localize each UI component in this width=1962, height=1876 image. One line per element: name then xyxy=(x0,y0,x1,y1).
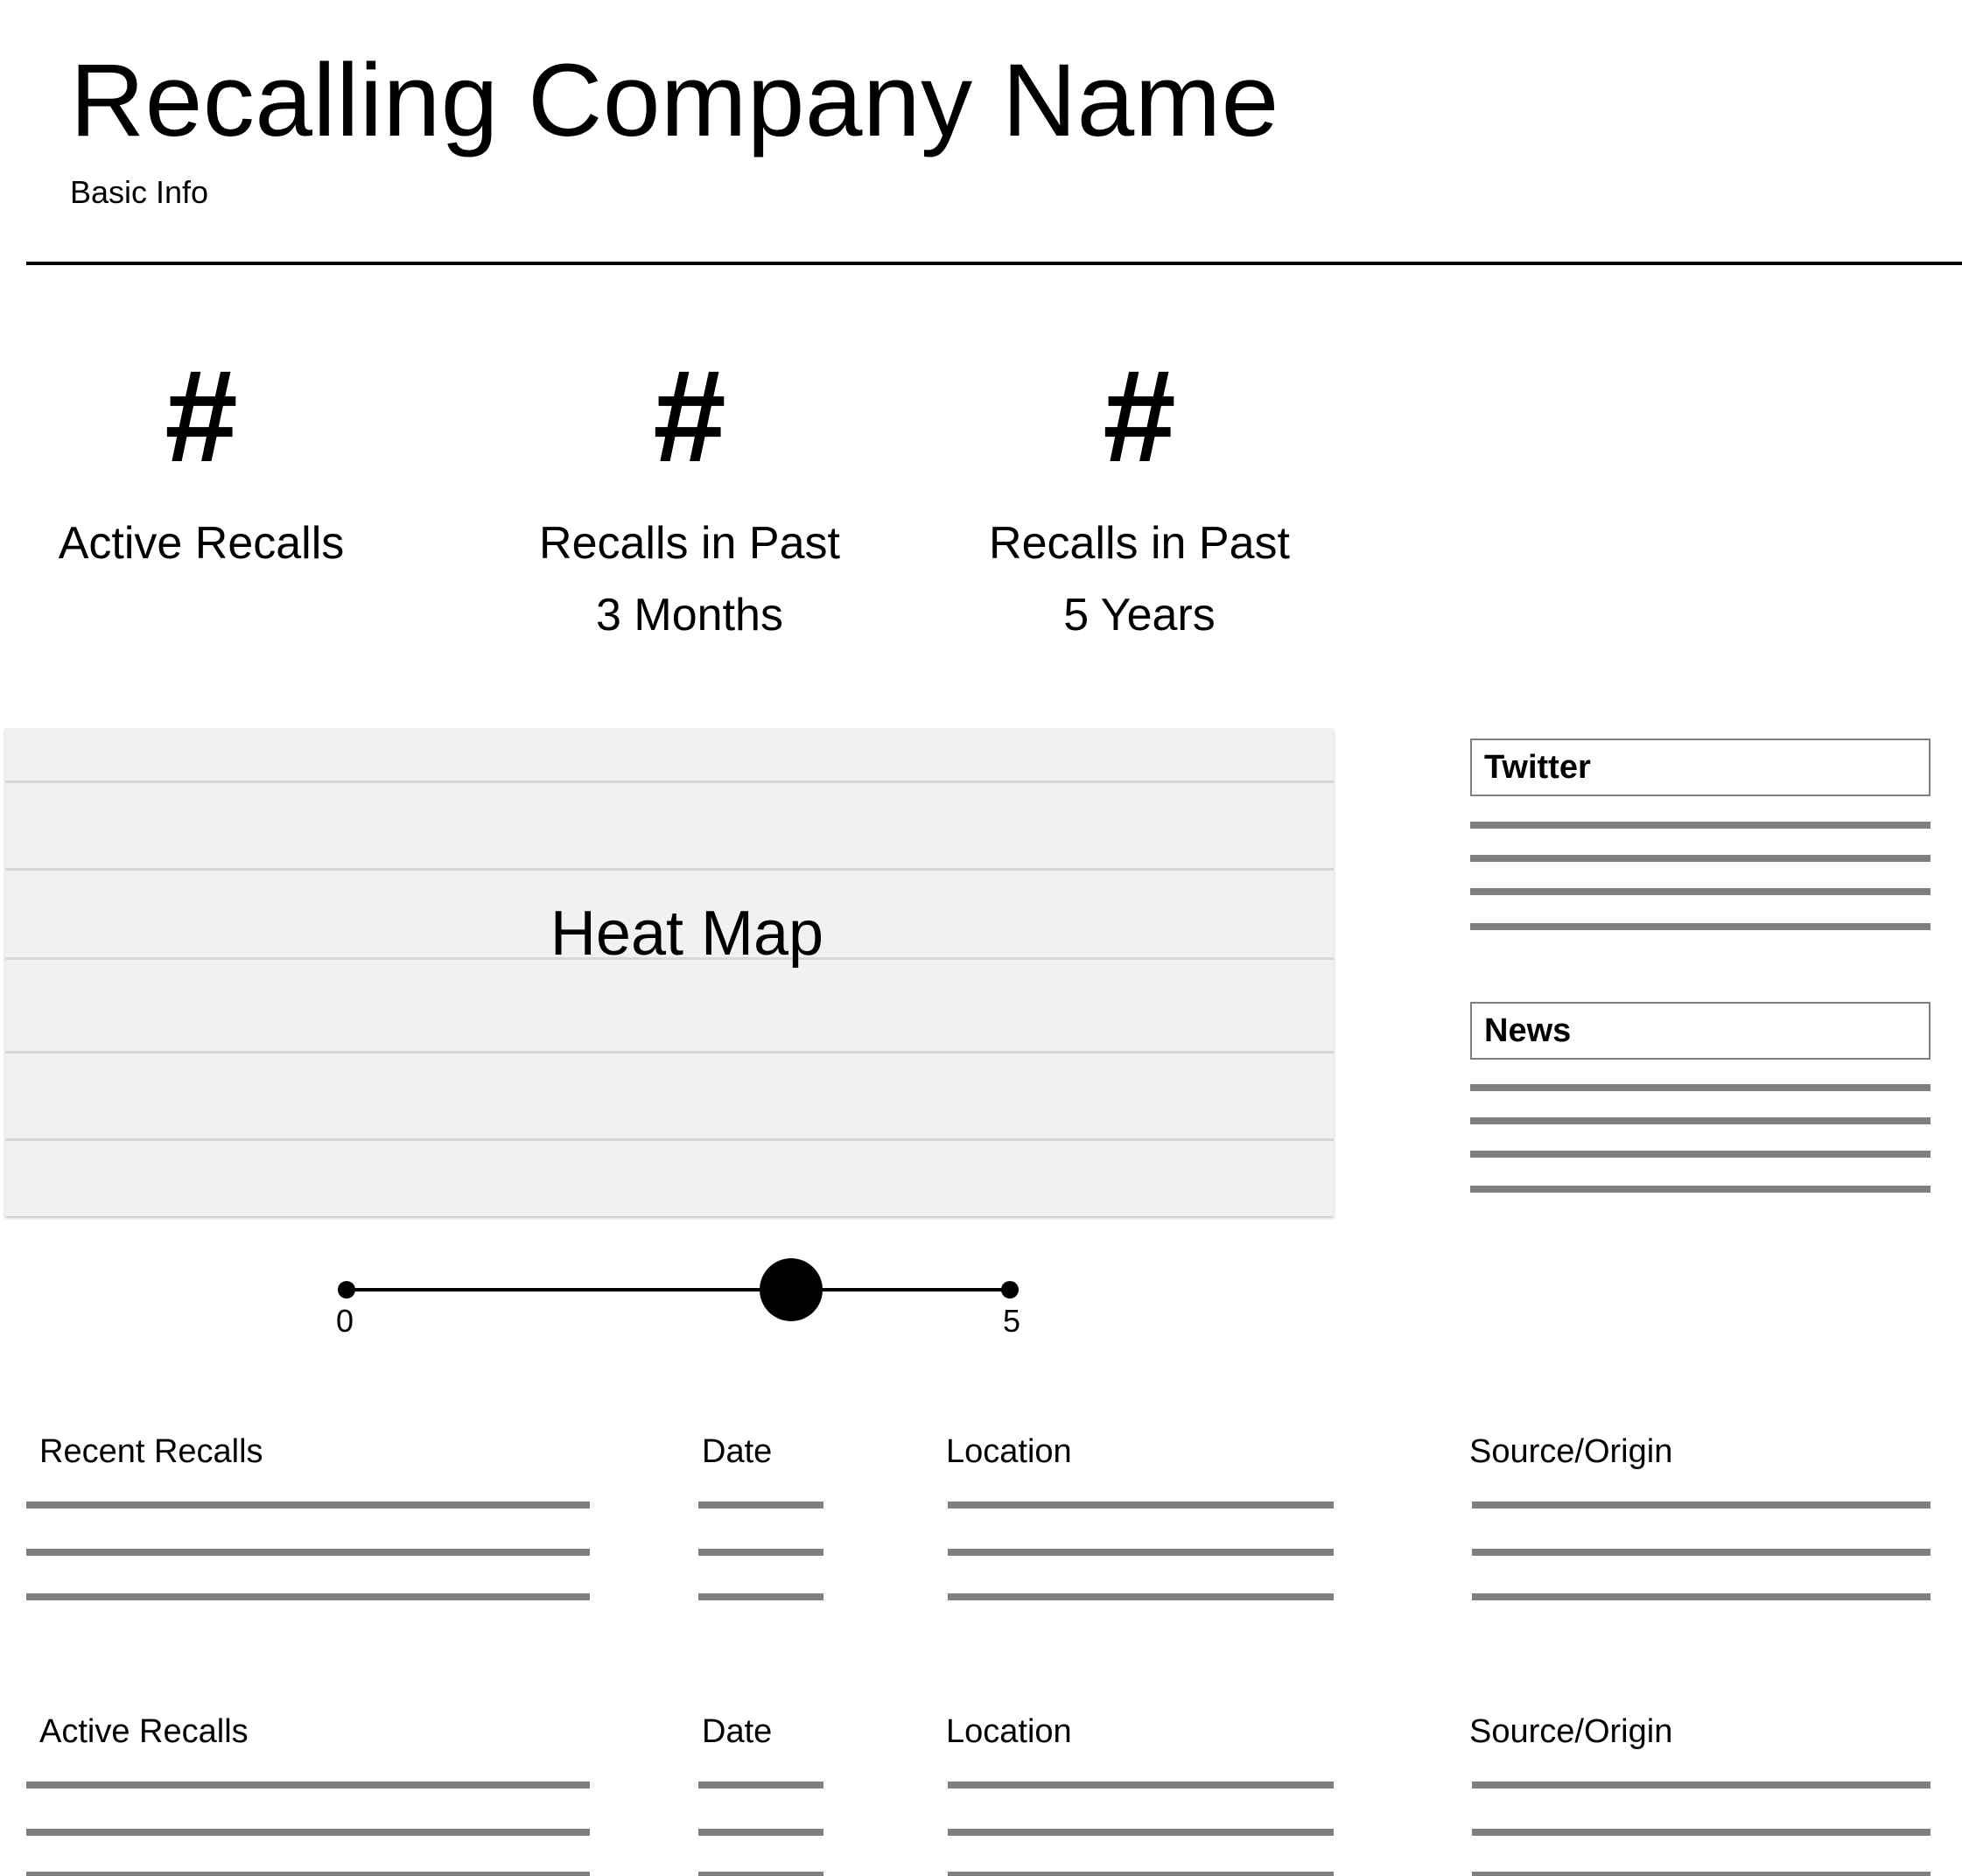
table-cell-source-origin xyxy=(1472,1593,1930,1600)
slider-thumb[interactable] xyxy=(759,1258,823,1321)
time-slider[interactable]: 0 5 xyxy=(333,1251,1020,1356)
page-title: Recalling Company Name xyxy=(70,43,1279,158)
header-divider xyxy=(26,262,1962,265)
slider-max-dot xyxy=(1001,1281,1019,1298)
column-header-source-origin: Source/Origin xyxy=(1469,1433,1673,1470)
table-cell-location xyxy=(948,1872,1334,1876)
slider-min-label: 0 xyxy=(336,1303,354,1339)
heat-map-gridline xyxy=(5,1138,1334,1141)
twitter-feed-line[interactable] xyxy=(1470,923,1930,930)
table-cell-location xyxy=(948,1782,1334,1788)
twitter-feed-line[interactable] xyxy=(1470,888,1930,895)
news-panel-header[interactable]: News xyxy=(1470,1002,1930,1060)
table-row[interactable] xyxy=(26,1549,590,1556)
stat-label-line2: 5 Years xyxy=(1063,590,1216,640)
table-cell-source-origin xyxy=(1472,1872,1930,1876)
stat-label-line1: Recalls in Past xyxy=(989,518,1290,569)
table-cell-location xyxy=(948,1593,1334,1600)
table-cell-source-origin xyxy=(1472,1502,1930,1508)
stat-recalls-3-months: # Recalls in Past 3 Months xyxy=(515,350,865,651)
twitter-panel-header[interactable]: Twitter xyxy=(1470,738,1930,796)
slider-min-dot xyxy=(338,1281,355,1298)
column-header-location: Location xyxy=(946,1433,1072,1470)
table-cell-location xyxy=(948,1549,1334,1556)
table-row[interactable] xyxy=(26,1593,590,1600)
column-header-recalls: Active Recalls xyxy=(39,1713,249,1750)
heat-map-gridline xyxy=(5,868,1334,871)
page-subtitle: Basic Info xyxy=(70,174,209,210)
table-cell-date xyxy=(698,1593,823,1600)
news-feed-line[interactable] xyxy=(1470,1117,1930,1124)
heat-map[interactable]: Heat Map xyxy=(5,728,1334,1216)
stat-label: Active Recalls xyxy=(26,508,376,579)
table-cell-date xyxy=(698,1782,823,1788)
table-cell-date xyxy=(698,1502,823,1508)
table-cell-location xyxy=(948,1502,1334,1508)
heat-map-gridline xyxy=(5,780,1334,783)
column-header-source-origin: Source/Origin xyxy=(1469,1713,1673,1750)
table-cell-date xyxy=(698,1872,823,1876)
news-feed-line[interactable] xyxy=(1470,1084,1930,1091)
column-header-location: Location xyxy=(946,1713,1072,1750)
table-row[interactable] xyxy=(26,1502,590,1508)
heat-map-gridline xyxy=(5,1051,1334,1054)
stat-value: # xyxy=(653,342,726,489)
table-cell-source-origin xyxy=(1472,1782,1930,1788)
heat-map-label: Heat Map xyxy=(550,899,824,969)
stat-value: # xyxy=(165,342,238,489)
stat-label-line1: Recalls in Past xyxy=(539,518,840,569)
stat-active-recalls: # Active Recalls xyxy=(26,350,376,579)
column-header-recalls: Recent Recalls xyxy=(39,1433,263,1470)
slider-track[interactable] xyxy=(347,1288,1010,1292)
table-row[interactable] xyxy=(26,1872,590,1876)
stat-value: # xyxy=(1103,342,1176,489)
twitter-feed-line[interactable] xyxy=(1470,822,1930,829)
table-cell-date xyxy=(698,1549,823,1556)
table-cell-source-origin xyxy=(1472,1549,1930,1556)
stat-recalls-5-years: # Recalls in Past 5 Years xyxy=(964,350,1314,651)
twitter-feed-line[interactable] xyxy=(1470,855,1930,862)
table-row[interactable] xyxy=(26,1782,590,1788)
table-cell-date xyxy=(698,1829,823,1836)
stat-label: Recalls in Past 5 Years xyxy=(964,508,1314,651)
slider-max-label: 5 xyxy=(1003,1303,1021,1339)
news-feed-line[interactable] xyxy=(1470,1151,1930,1158)
table-cell-location xyxy=(948,1829,1334,1836)
stat-label: Recalls in Past 3 Months xyxy=(515,508,865,651)
stat-label-line2: 3 Months xyxy=(596,590,783,640)
column-header-date: Date xyxy=(702,1713,773,1750)
news-feed-line[interactable] xyxy=(1470,1186,1930,1193)
table-cell-source-origin xyxy=(1472,1829,1930,1836)
table-row[interactable] xyxy=(26,1829,590,1836)
heat-map-gridline xyxy=(5,957,1334,960)
column-header-date: Date xyxy=(702,1433,773,1470)
stat-label-line1: Active Recalls xyxy=(58,518,345,569)
